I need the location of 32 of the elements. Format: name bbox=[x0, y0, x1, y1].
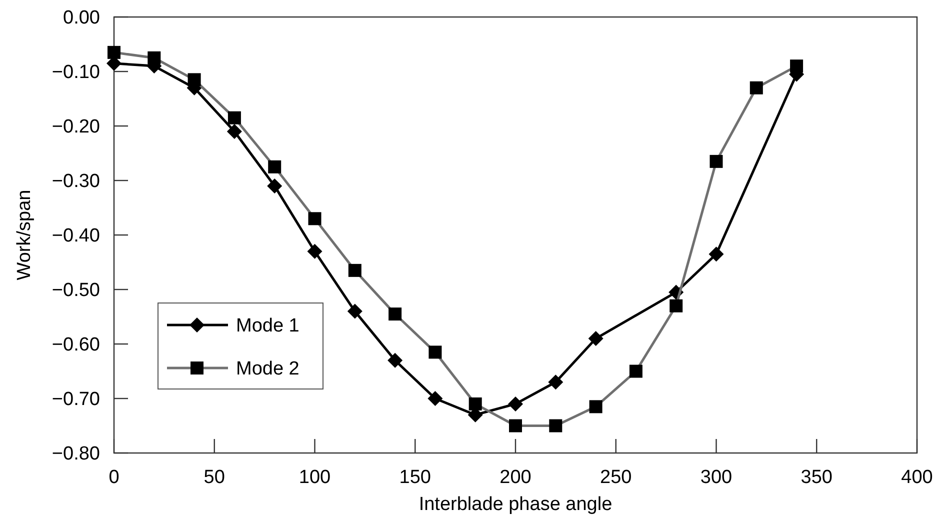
y-tick-label: −0.50 bbox=[52, 280, 100, 302]
point bbox=[267, 178, 282, 194]
point bbox=[428, 391, 443, 406]
x-tick-label: 0 bbox=[108, 467, 120, 488]
point bbox=[347, 304, 362, 319]
point bbox=[226, 124, 242, 139]
y-tick-label: 0.00 bbox=[63, 8, 100, 29]
x-tick-label: 200 bbox=[500, 467, 532, 488]
y-tick-label: −0.40 bbox=[52, 226, 100, 247]
legend-label: Mode 2 bbox=[236, 358, 300, 380]
y-tick-label: −0.80 bbox=[52, 444, 100, 465]
y-tick-label: −0.70 bbox=[52, 389, 100, 410]
y-tick-label: −0.20 bbox=[52, 116, 100, 138]
x-axis-title: Interblade phase angle bbox=[418, 494, 612, 515]
point bbox=[388, 352, 403, 368]
y-tick-label: −0.60 bbox=[52, 334, 100, 356]
y-axis-title: Work/span bbox=[14, 190, 35, 280]
point bbox=[588, 331, 604, 346]
y-tick-label: −0.30 bbox=[52, 171, 100, 192]
legend-label: Mode 1 bbox=[236, 316, 300, 337]
x-tick-label: 50 bbox=[204, 467, 225, 488]
y-tick-label: −0.10 bbox=[52, 62, 100, 84]
point bbox=[508, 396, 523, 412]
x-tick-label: 150 bbox=[399, 467, 431, 488]
x-tick-label: 350 bbox=[800, 467, 832, 488]
point bbox=[307, 244, 322, 259]
point bbox=[708, 246, 724, 262]
point bbox=[548, 374, 564, 390]
x-tick-label: 400 bbox=[901, 467, 933, 488]
x-tick-label: 100 bbox=[298, 467, 331, 488]
x-tick-label: 250 bbox=[600, 467, 632, 488]
x-tick-label: 300 bbox=[700, 467, 732, 488]
